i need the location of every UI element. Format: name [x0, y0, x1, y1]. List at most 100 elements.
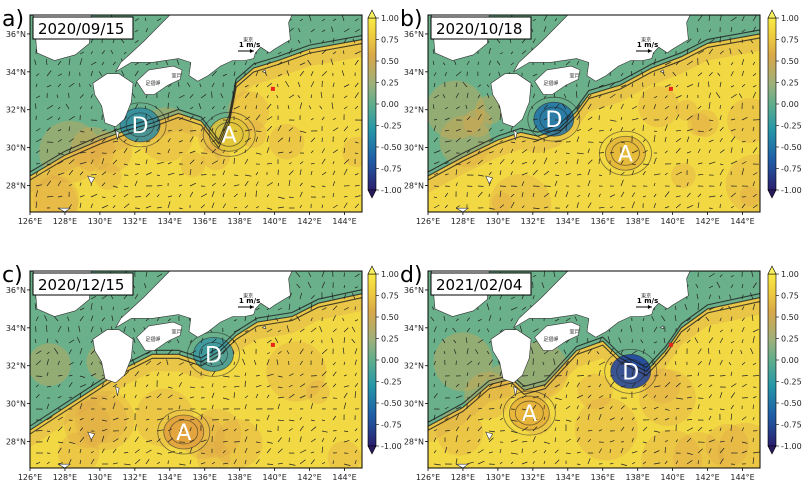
- velocity-arrow: [101, 50, 105, 55]
- panel-label: c): [2, 263, 23, 288]
- lon-tick-label: 126°E: [18, 473, 42, 482]
- velocity-arrow: [587, 439, 592, 443]
- velocity-arrow: [277, 448, 283, 454]
- velocity-arrow: [642, 426, 648, 432]
- velocity-arrow: [587, 385, 591, 388]
- land: [115, 385, 120, 397]
- velocity-arrow: [631, 451, 638, 454]
- velocity-arrow: [741, 427, 745, 432]
- velocity-arrow: [708, 71, 713, 77]
- velocity-arrow: [455, 395, 463, 399]
- velocity-arrow: [620, 171, 625, 176]
- velocity-arrow: [79, 161, 87, 165]
- velocity-arrow: [134, 207, 140, 209]
- velocity-arrow: [255, 171, 259, 176]
- velocity-arrow: [444, 430, 450, 432]
- velocity-arrow: [598, 413, 602, 421]
- velocity-arrow: [101, 448, 105, 454]
- velocity-arrow: [286, 350, 290, 355]
- velocity-arrow: [296, 283, 301, 289]
- velocity-arrow: [697, 426, 703, 432]
- velocity-arrow: [332, 82, 335, 88]
- velocity-arrow: [343, 95, 348, 99]
- velocity-arrow: [565, 152, 570, 155]
- velocity-arrow: [697, 50, 704, 55]
- velocity-arrow: [167, 130, 172, 132]
- velocity-arrow: [686, 38, 692, 44]
- colorbar-tick-label: -0.50: [381, 143, 402, 152]
- velocity-arrow: [752, 126, 755, 132]
- velocity-arrow: [433, 360, 436, 366]
- velocity-arrow: [719, 447, 725, 454]
- velocity-arrow: [686, 427, 694, 432]
- velocity-arrow: [167, 195, 173, 198]
- velocity-arrow: [642, 105, 645, 110]
- velocity-arrow: [433, 72, 437, 77]
- velocity-arrow: [576, 194, 581, 198]
- velocity-arrow: [255, 105, 258, 110]
- lon-tick-label: 142°E: [695, 473, 719, 482]
- velocity-arrow: [112, 140, 119, 143]
- velocity-arrow: [554, 174, 560, 176]
- velocity-arrow: [543, 147, 546, 154]
- colorbar-min-extend: [367, 445, 377, 455]
- velocity-arrow: [620, 179, 624, 187]
- map-frame: [427, 14, 761, 213]
- kuroshio-contour: [30, 43, 362, 181]
- velocity-arrow: [156, 125, 161, 132]
- velocity-arrow: [310, 317, 313, 322]
- velocity-arrow: [565, 160, 568, 165]
- lon-tick-label: 136°E: [591, 473, 615, 482]
- velocity-arrow: [332, 328, 337, 333]
- velocity-arrow: [35, 184, 42, 187]
- velocity-arrow: [752, 451, 760, 454]
- velocity-arrow: [332, 161, 335, 165]
- velocity-arrow: [596, 351, 600, 355]
- velocity-arrow: [741, 140, 746, 143]
- velocity-arrow: [222, 462, 228, 465]
- lat-tick-label: 30°N: [404, 144, 424, 153]
- velocity-arrow: [57, 383, 61, 388]
- warm-patch: [89, 130, 133, 173]
- velocity-arrow: [123, 193, 129, 198]
- lat-tick-label: 36°N: [404, 286, 424, 295]
- velocity-arrow: [321, 349, 328, 355]
- velocity-arrow: [521, 461, 528, 465]
- warm-patch: [705, 423, 749, 468]
- velocity-arrow: [697, 15, 703, 22]
- velocity-arrow: [521, 418, 527, 421]
- velocity-arrow: [664, 417, 670, 421]
- velocity-arrow: [123, 307, 130, 311]
- velocity-arrow: [477, 94, 481, 99]
- velocity-arrow: [332, 415, 337, 421]
- velocity-arrow: [752, 72, 757, 77]
- velocity-arrow: [266, 103, 272, 110]
- velocity-arrow: [466, 92, 469, 99]
- velocity-arrow: [79, 195, 85, 198]
- velocity-arrow: [444, 204, 448, 209]
- velocity-arrow: [675, 105, 678, 110]
- velocity-arrow: [488, 181, 492, 187]
- velocity-arrow: [321, 29, 326, 33]
- velocity-arrow: [642, 139, 646, 143]
- velocity-arrow: [285, 81, 290, 88]
- lon-tick-label: 132°E: [521, 217, 545, 226]
- velocity-arrow: [728, 361, 732, 366]
- velocity-arrow: [532, 118, 538, 121]
- velocity-arrow: [244, 447, 248, 454]
- land: [513, 129, 518, 141]
- velocity-arrow: [341, 70, 345, 77]
- velocity-arrow: [35, 430, 43, 432]
- velocity-arrow: [708, 81, 710, 88]
- velocity-arrow: [200, 161, 203, 165]
- date-label: 2021/02/04: [436, 276, 522, 294]
- velocity-arrow: [189, 182, 197, 187]
- lat-tick-label: 34°N: [6, 324, 26, 333]
- velocity-arrow: [310, 327, 317, 333]
- velocity-arrow: [341, 15, 345, 22]
- velocity-arrow: [101, 306, 103, 311]
- velocity-arrow: [752, 336, 755, 344]
- velocity-arrow: [133, 327, 136, 333]
- velocity-arrow: [354, 203, 360, 209]
